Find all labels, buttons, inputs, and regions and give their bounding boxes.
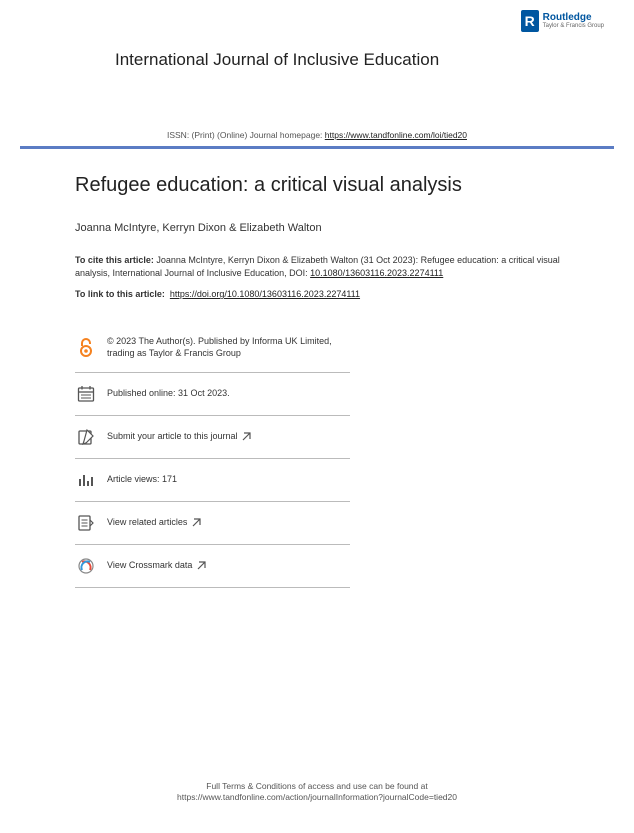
views-icon: [77, 471, 95, 489]
crossmark-text: View Crossmark data: [107, 560, 348, 572]
related-label: View related articles: [107, 517, 187, 527]
footer-line1: Full Terms & Conditions of access and us…: [0, 781, 634, 792]
submit-icon: [77, 428, 95, 446]
publisher-logo: R Routledge Taylor & Francis Group: [521, 10, 604, 32]
submit-text: Submit your article to this journal: [107, 431, 348, 443]
publisher-mark-icon: R: [521, 10, 539, 32]
crossmark-label: View Crossmark data: [107, 560, 192, 570]
article-title: Refugee education: a critical visual ana…: [75, 174, 579, 197]
article-doi-link[interactable]: https://doi.org/10.1080/13603116.2023.22…: [170, 289, 360, 299]
link-line: To link to this article: https://doi.org…: [75, 289, 579, 299]
citation-block: To cite this article: Joanna McIntyre, K…: [75, 254, 579, 279]
footer-line2: https://www.tandfonline.com/action/journ…: [0, 792, 634, 803]
license-text: © 2023 The Author(s). Published by Infor…: [107, 336, 348, 359]
publisher-text: Routledge Taylor & Francis Group: [543, 13, 604, 29]
related-text: View related articles: [107, 517, 348, 529]
journal-name: International Journal of Inclusive Educa…: [30, 50, 604, 70]
external-link-icon: [192, 518, 201, 527]
related-icon: [77, 514, 95, 532]
published-text: Published online: 31 Oct 2023.: [107, 388, 348, 400]
crossmark-icon: [77, 557, 95, 575]
citation-label: To cite this article:: [75, 255, 154, 265]
publisher-tagline: Taylor & Francis Group: [543, 23, 604, 29]
views-row: Article views: 171: [75, 459, 350, 502]
issn-line: ISSN: (Print) (Online) Journal homepage:…: [30, 130, 604, 140]
crossmark-row[interactable]: View Crossmark data: [75, 545, 350, 588]
external-link-icon: [242, 432, 251, 441]
footer: Full Terms & Conditions of access and us…: [0, 781, 634, 803]
open-access-icon: [77, 339, 95, 357]
submit-label: Submit your article to this journal: [107, 431, 238, 441]
related-row[interactable]: View related articles: [75, 502, 350, 545]
meta-box: © 2023 The Author(s). Published by Infor…: [75, 324, 350, 587]
published-row: Published online: 31 Oct 2023.: [75, 373, 350, 416]
authors: Joanna McIntyre, Kerryn Dixon & Elizabet…: [75, 222, 579, 234]
views-text: Article views: 171: [107, 474, 348, 486]
submit-row[interactable]: Submit your article to this journal: [75, 416, 350, 459]
external-link-icon: [197, 561, 206, 570]
issn-prefix: ISSN: (Print) (Online) Journal homepage:: [167, 130, 325, 140]
link-label: To link to this article:: [75, 289, 165, 299]
journal-homepage-link[interactable]: https://www.tandfonline.com/loi/tied20: [325, 130, 467, 140]
publisher-name: Routledge: [543, 13, 604, 23]
license-row: © 2023 The Author(s). Published by Infor…: [75, 324, 350, 372]
citation-doi-link[interactable]: 10.1080/13603116.2023.2274111: [310, 268, 443, 278]
calendar-icon: [77, 385, 95, 403]
